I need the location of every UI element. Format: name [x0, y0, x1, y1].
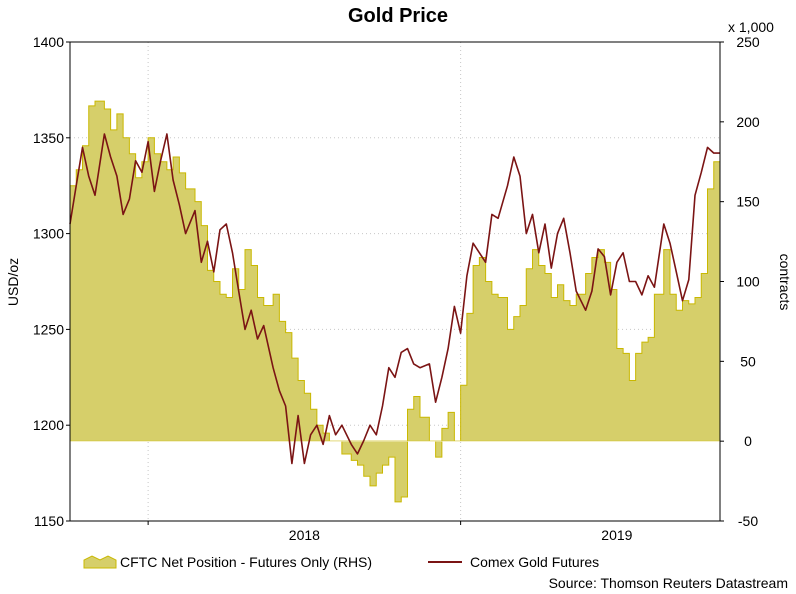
left-axis-ticks: 1150 1200 1250 1300 1350 1400 — [33, 34, 70, 529]
source-note: Source: Thomson Reuters Datastream — [549, 575, 788, 591]
right-tick-label: 150 — [736, 194, 760, 210]
legend-label-cftc: CFTC Net Position - Futures Only (RHS) — [120, 554, 372, 570]
legend-area-swatch — [83, 555, 117, 569]
left-tick-label: 1350 — [33, 130, 64, 146]
left-tick-label: 1400 — [33, 34, 64, 50]
right-tick-label: 200 — [736, 114, 760, 130]
comex-line-series — [69, 133, 720, 465]
cftc-area-series — [69, 100, 721, 503]
cftc-area-path — [69, 100, 721, 503]
right-tick-label: 250 — [736, 34, 760, 50]
left-tick-label: 1250 — [33, 321, 64, 337]
legend-label-comex: Comex Gold Futures — [470, 554, 599, 570]
right-axis-multiplier: x 1,000 — [728, 19, 774, 35]
legend: CFTC Net Position - Futures Only (RHS) C… — [83, 554, 599, 570]
right-tick-label: -50 — [738, 513, 758, 529]
left-tick-label: 1150 — [34, 513, 64, 529]
comex-line-path — [69, 133, 720, 465]
x-tick-label: 2019 — [601, 527, 632, 543]
x-axis-ticks: 2018 2019 — [147, 521, 633, 543]
x-tick-label: 2018 — [289, 527, 320, 543]
right-axis-ticks: -50 0 50 100 150 200 250 — [720, 34, 760, 529]
left-tick-label: 1300 — [33, 226, 64, 242]
chart-title: Gold Price — [348, 5, 448, 27]
right-tick-label: 50 — [740, 353, 756, 369]
left-axis-label: USD/oz — [5, 258, 21, 306]
left-tick-label: 1200 — [33, 417, 64, 433]
right-axis-label: contracts — [777, 254, 793, 311]
right-tick-label: 100 — [736, 274, 760, 290]
right-tick-label: 0 — [744, 433, 752, 449]
